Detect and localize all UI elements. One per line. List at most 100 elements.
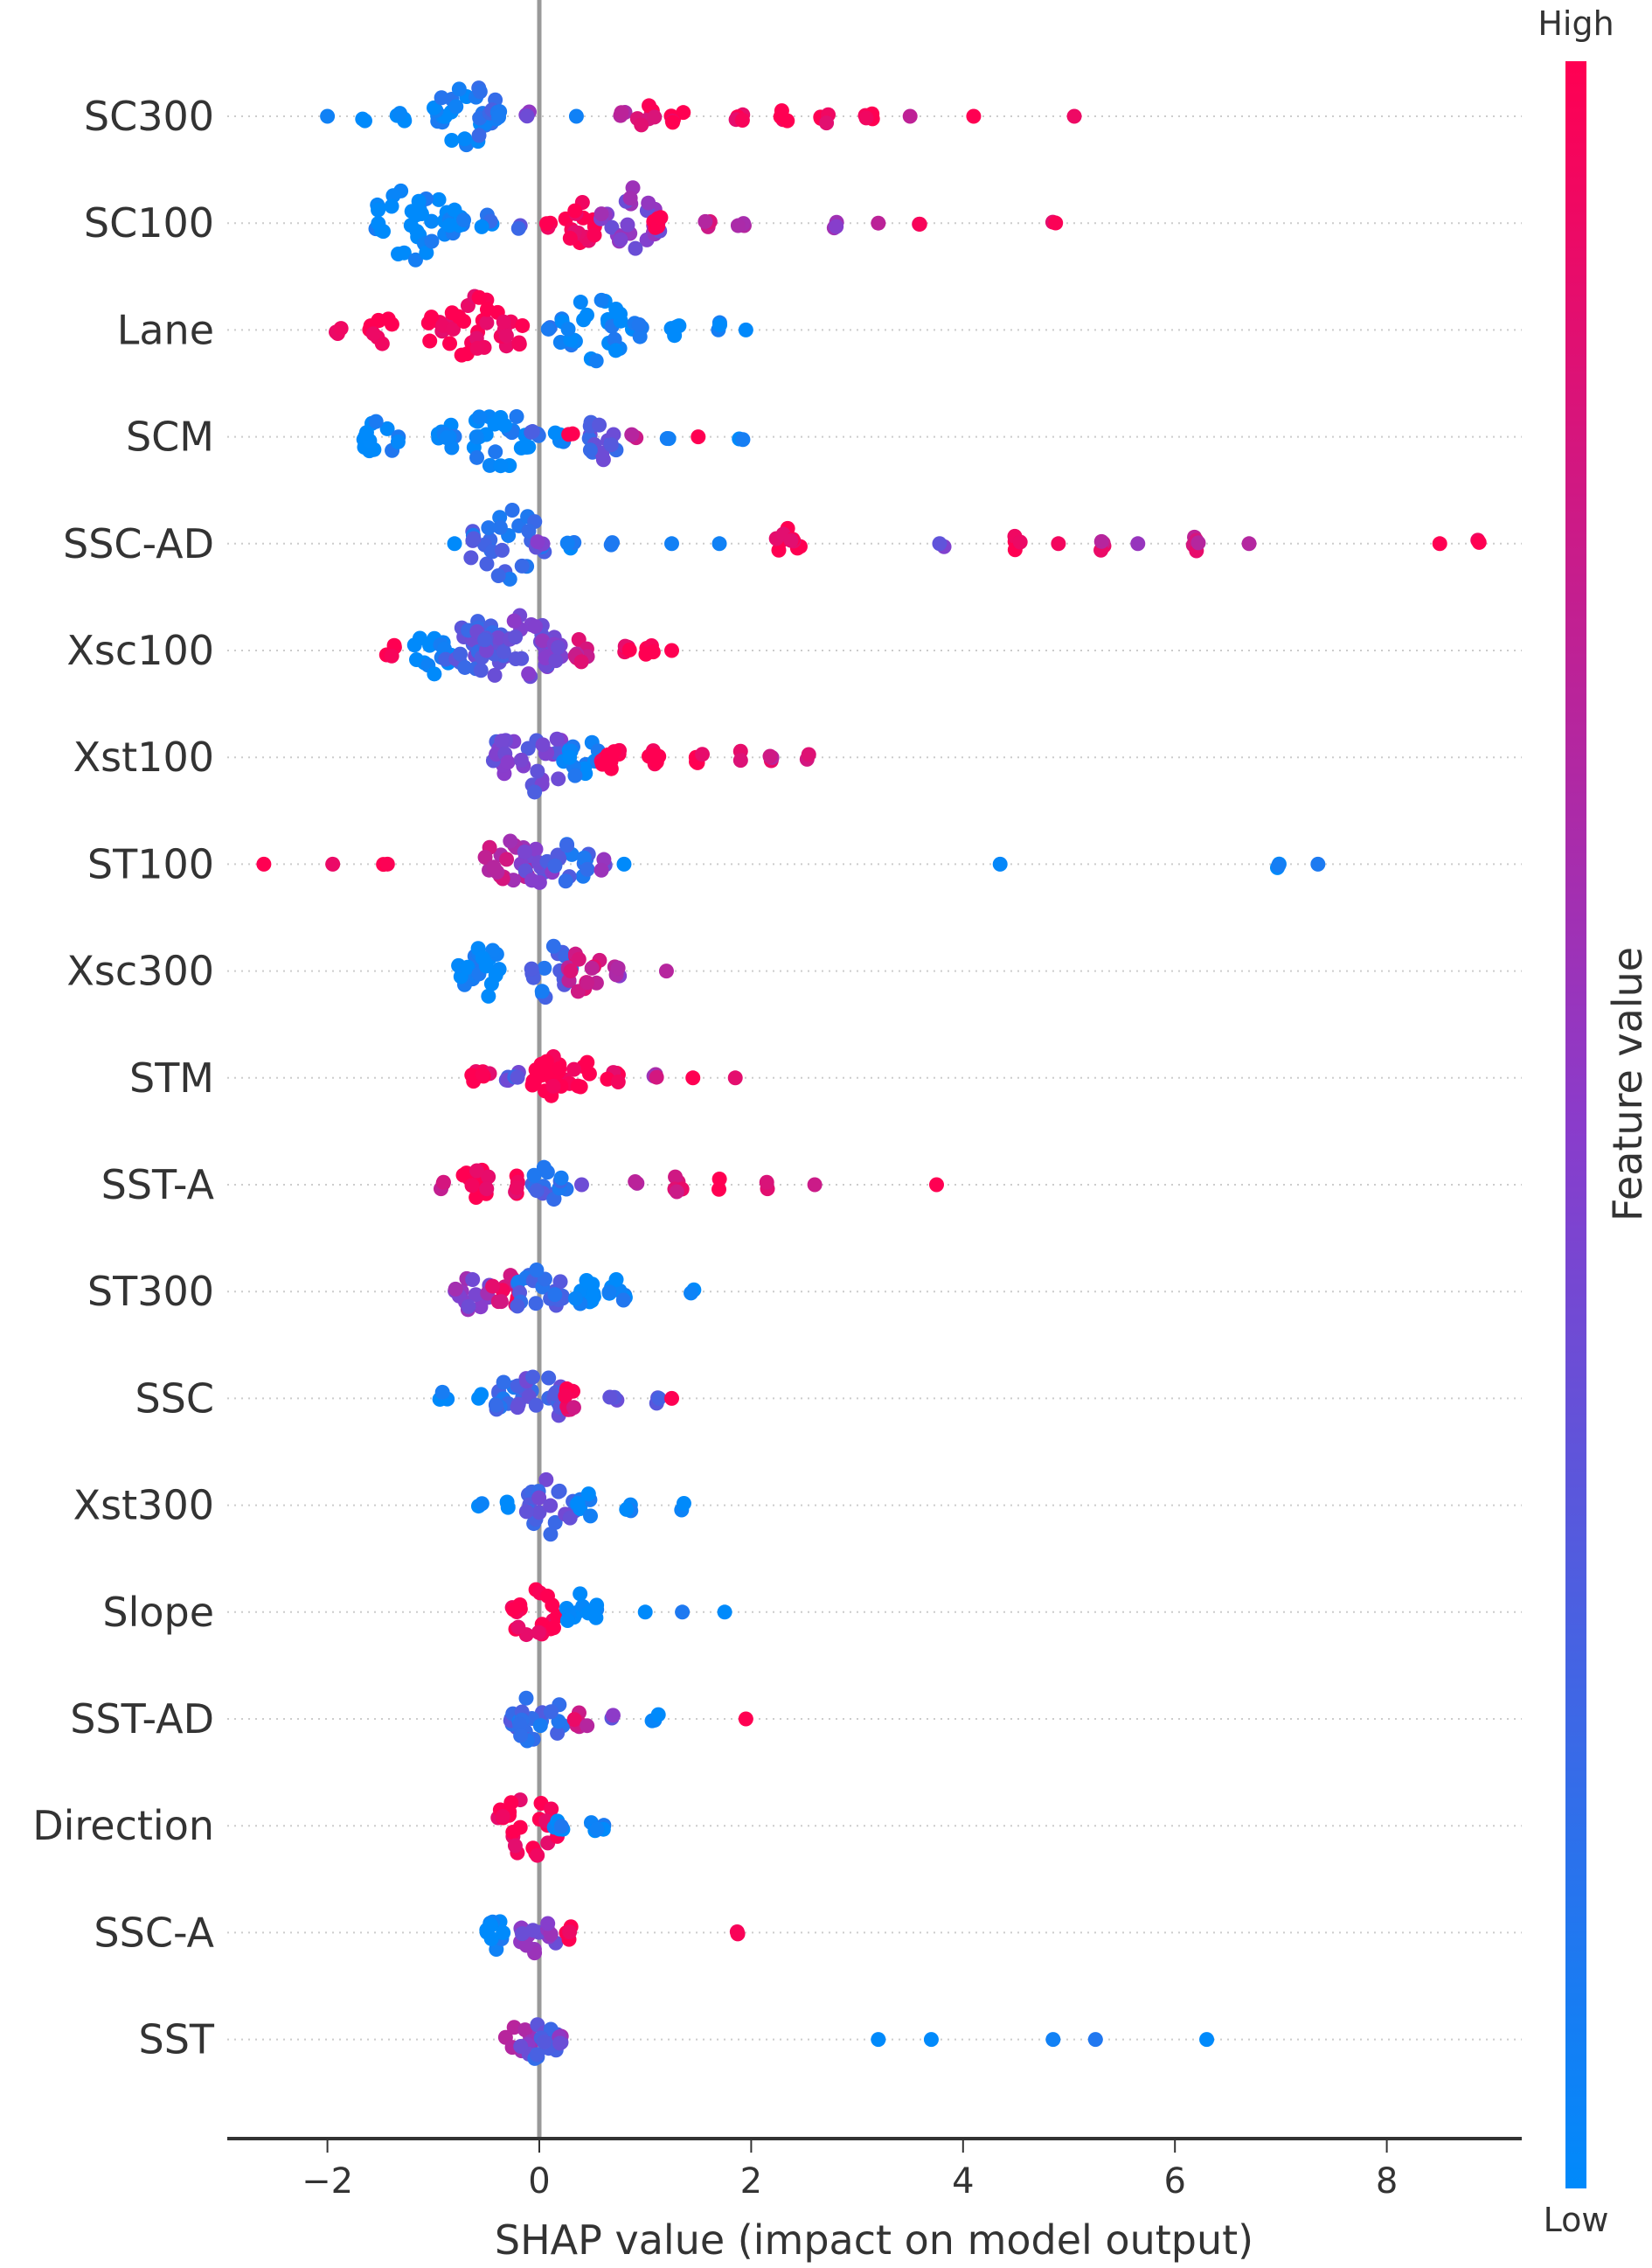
- data-point: [530, 763, 545, 779]
- feature-label: Xst300: [73, 1482, 214, 1529]
- data-point: [488, 444, 503, 460]
- data-point: [454, 347, 469, 363]
- data-point: [552, 2035, 568, 2051]
- data-point: [992, 856, 1008, 872]
- data-point: [468, 1287, 483, 1303]
- data-point: [434, 90, 449, 106]
- data-point: [513, 440, 529, 456]
- data-point: [520, 741, 536, 756]
- data-point: [535, 737, 551, 753]
- data-point: [549, 731, 565, 747]
- data-point: [580, 861, 595, 877]
- data-point: [471, 128, 487, 143]
- row-gridlines: [227, 115, 1522, 2041]
- data-point: [608, 302, 624, 317]
- data-point: [531, 1490, 547, 1506]
- data-point: [553, 1819, 569, 1834]
- data-point: [685, 1070, 701, 1086]
- feature-label: SSC-A: [94, 1909, 214, 1956]
- data-point: [1012, 534, 1028, 550]
- colorbar-title: Feature value: [1604, 947, 1651, 1221]
- data-point: [619, 1501, 635, 1517]
- data-point: [541, 1370, 557, 1386]
- data-point: [668, 1169, 684, 1185]
- data-point: [427, 666, 442, 682]
- data-point: [481, 520, 496, 536]
- data-point: [403, 218, 419, 233]
- data-point: [510, 1400, 525, 1416]
- data-point: [473, 1299, 489, 1315]
- data-point: [1048, 215, 1064, 231]
- data-point: [576, 850, 592, 866]
- data-point: [320, 108, 336, 124]
- data-point: [573, 1586, 588, 1602]
- x-tick-label: −2: [302, 2161, 353, 2202]
- data-point: [615, 1292, 631, 1308]
- data-point: [628, 1173, 643, 1189]
- data-point: [505, 1825, 521, 1840]
- data-point: [732, 753, 748, 769]
- data-point: [566, 1061, 582, 1077]
- data-point: [493, 409, 509, 425]
- data-point: [562, 1510, 578, 1526]
- data-point: [711, 536, 727, 552]
- data-point: [461, 1298, 476, 1314]
- data-point: [552, 1274, 568, 1290]
- data-point: [503, 1795, 519, 1811]
- data-point: [379, 421, 395, 436]
- data-point: [589, 1821, 605, 1837]
- data-point: [465, 1272, 481, 1288]
- data-point: [1271, 858, 1287, 873]
- data-point: [536, 1159, 552, 1175]
- data-point: [512, 1716, 528, 1732]
- data-point: [580, 1054, 595, 1070]
- data-point: [664, 536, 679, 552]
- data-point: [496, 314, 511, 330]
- data-point: [514, 558, 530, 574]
- data-point: [1190, 535, 1206, 551]
- data-point: [658, 964, 674, 979]
- data-point: [632, 329, 648, 344]
- feature-label: SC100: [84, 199, 214, 247]
- data-point: [559, 1613, 575, 1629]
- feature-label: SST-A: [101, 1161, 215, 1208]
- data-point: [1432, 536, 1447, 552]
- x-axis-ticks: −2 0 2 4 6 8: [302, 2139, 1398, 2202]
- data-point: [642, 98, 657, 114]
- data-point: [355, 111, 371, 127]
- data-point: [510, 1069, 525, 1085]
- data-point: [562, 749, 578, 765]
- data-point: [738, 322, 753, 337]
- data-point: [411, 193, 427, 209]
- data-point: [547, 858, 563, 873]
- data-point: [494, 734, 510, 749]
- data-point: [622, 191, 638, 206]
- data-point: [1051, 536, 1066, 552]
- data-point: [735, 432, 751, 448]
- data-point: [653, 210, 669, 226]
- data-point: [488, 967, 503, 983]
- data-point: [684, 1285, 699, 1301]
- feature-label: ST300: [87, 1268, 214, 1315]
- data-point: [438, 651, 454, 667]
- data-point: [514, 1926, 530, 1942]
- data-point: [537, 960, 552, 976]
- data-point: [711, 1181, 727, 1197]
- data-point: [671, 318, 687, 334]
- data-point: [593, 292, 609, 308]
- data-point: [442, 336, 458, 351]
- data-point: [588, 353, 604, 369]
- feature-label: SSC: [135, 1374, 214, 1422]
- data-point: [567, 203, 583, 219]
- data-point: [496, 644, 511, 659]
- feature-label: Lane: [117, 306, 214, 353]
- data-point: [559, 838, 575, 853]
- data-point: [509, 408, 524, 424]
- data-point: [547, 1514, 563, 1530]
- data-point: [528, 841, 544, 857]
- data-point: [568, 108, 584, 124]
- data-point: [532, 1718, 548, 1734]
- data-point: [529, 1183, 545, 1199]
- data-point: [448, 99, 464, 115]
